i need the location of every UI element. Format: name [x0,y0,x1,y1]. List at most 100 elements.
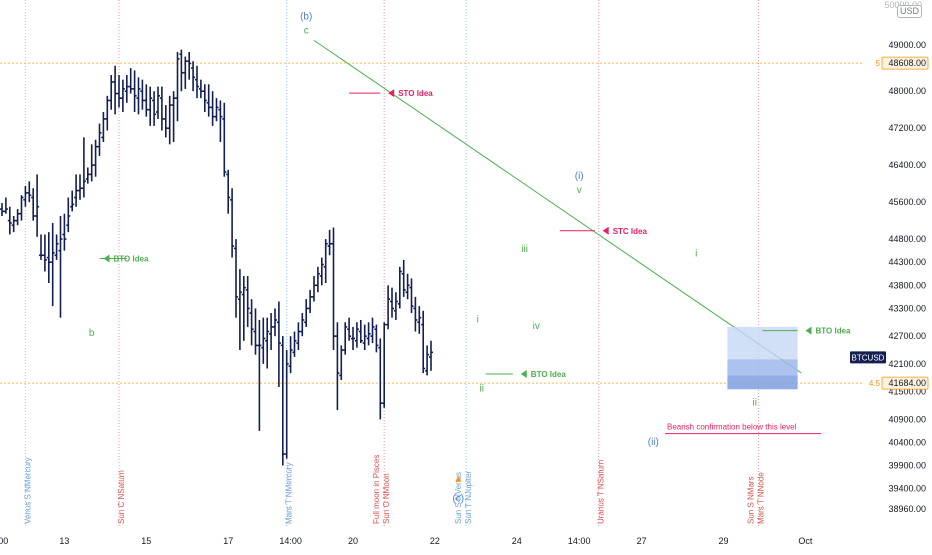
ohlc-bar [265,317,270,369]
ohlc-bar [331,227,336,351]
ohlc-bar [191,61,196,92]
ohlc-bar [159,86,164,131]
wave-label: c [304,25,309,36]
ohlc-bar [35,174,40,237]
ohlc-bar [358,319,363,344]
x-tick-label: 14:00 [568,536,591,546]
wave-label: i [477,314,479,325]
ohlc-bar [245,276,250,327]
ohlc-bar [405,273,410,300]
wave-label: v [577,185,582,196]
y-tick-label: 43800.00 [888,280,926,290]
x-tick-label: 29 [718,536,728,546]
ohlc-bar [417,306,422,334]
y-tick-label: 42700.00 [888,331,926,341]
ohlc-bar [222,102,227,177]
x-tick-label: 22 [430,536,440,546]
ohlc-bar [304,299,309,327]
ohlc-bar [218,100,223,143]
ohlc-bar [113,65,118,115]
signal-label: BTO Idea [531,370,567,379]
ohlc-bar [175,51,180,122]
ohlc-bar [315,266,320,293]
y-tick-label: 46400.00 [888,160,926,170]
ohlc-bar [276,301,281,387]
wave-label: iii [521,244,528,255]
y-tick-label: 41500.00 [888,387,926,397]
symbol-badge-label: BTCUSD [852,353,885,362]
confirmation-label: Bearish confirmation below this level [667,423,797,432]
signal-arrow-icon [805,326,812,335]
ohlc-bar [370,317,375,344]
ohlc-bar [323,239,328,284]
ohlc-bar [351,326,355,351]
ohlc-bar [148,86,153,126]
signal-label: STO Idea [398,89,433,98]
x-tick-label: 14:00 [279,536,302,546]
ohlc-bar [339,345,344,381]
y-tick-label: 39400.00 [888,484,926,494]
ohlc-bar [421,310,426,374]
ohlc-bar [89,144,94,182]
ohlc-bar [15,209,20,226]
trendline [313,39,802,374]
ohlc-bar [347,317,352,341]
y-tick-label: 40900.00 [888,414,926,424]
signal-arrow-icon [520,370,527,379]
zone-upper [727,326,798,360]
ohlc-bar [230,188,235,258]
ohlc-bar [234,239,238,318]
ohlc-bar [382,322,387,408]
price-level-badge [881,376,929,390]
ohlc-bar [214,98,219,122]
signal-label: BTO Idea [816,327,852,336]
zone-middle [727,359,798,376]
x-tick-label: 17 [223,536,233,546]
event-label: Uranus T NSaturn [597,460,606,524]
ohlc-bar [140,79,145,110]
currency-badge[interactable]: USD [896,5,922,18]
ohlc-bar [187,51,192,80]
x-tick-label: 27 [637,536,647,546]
ohlc-bar [117,75,121,108]
ohlc-bar [226,169,231,214]
ohlc-bar [261,317,266,364]
ohlc-bar [120,79,125,113]
ohlc-bar [300,313,305,337]
ohlc-bar [366,322,371,346]
y-tick-label: 40400.00 [888,437,926,447]
price-level-side-label: 5 [876,59,881,68]
ohlc-bar [374,324,379,353]
x-tick-label: 24 [512,536,522,546]
ohlc-bar [136,77,141,115]
ohlc-bar [19,195,24,221]
ohlc-bar [425,345,430,376]
ohlc-bar [241,276,246,341]
ohlc-bar [78,174,82,200]
price-level-label: 41684.00 [888,378,926,388]
ohlc-bar [156,86,160,119]
event-label: Mars T NNode [757,472,766,524]
ohlc-bar [70,190,75,212]
ohlc-bar [144,84,149,117]
ohlc-bar [109,75,114,110]
y-tick-label: 43300.00 [888,303,926,313]
ohlc-bar [11,215,16,233]
ohlc-bar [284,350,289,459]
x-tick-label: 15 [141,536,151,546]
ohlc-bar [27,181,32,203]
event-label: Sun S NMars [747,476,756,524]
x-tick-label: 20 [348,536,358,546]
x-tick-label: 13 [59,536,69,546]
ohlc-bar [292,331,297,357]
wave-label: i [695,249,697,260]
y-tick-label: 45600.00 [888,197,926,207]
ohlc-bar [343,322,348,355]
price-level-side-label: 4.5 [869,379,881,388]
ohlc-bar [163,105,168,138]
price-level-label: 48608.00 [888,58,926,68]
ohlc-bar [42,234,47,272]
ohlc-bar [249,299,254,346]
